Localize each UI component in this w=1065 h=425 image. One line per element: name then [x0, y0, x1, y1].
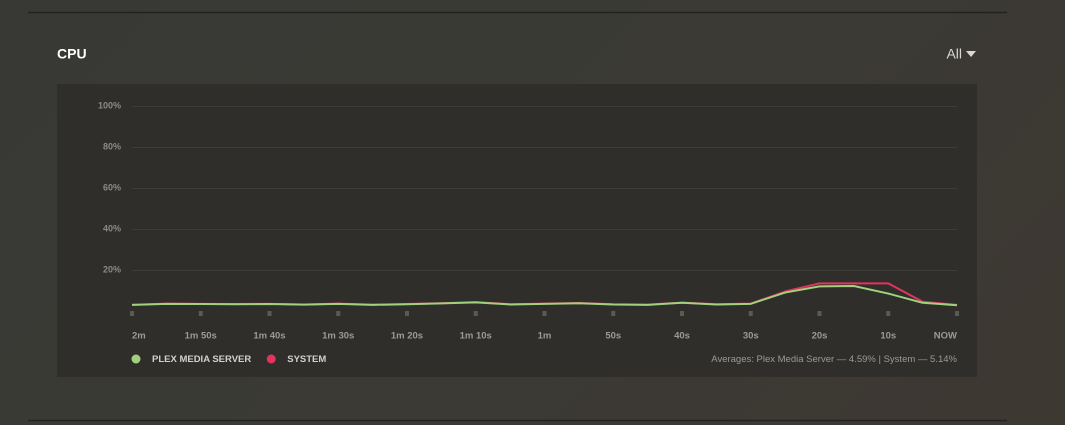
x-tick-label: 1m	[538, 331, 552, 342]
x-tick-mark	[198, 311, 203, 316]
legend-swatch	[131, 354, 141, 364]
x-tick-mark	[817, 311, 822, 316]
dropdown-label[interactable]: All	[946, 46, 962, 62]
section-title: CPU	[57, 46, 87, 62]
x-tick-mark	[336, 311, 341, 316]
x-tick-mark	[955, 311, 959, 316]
series-line	[131, 284, 958, 307]
x-tick-label: 20s	[812, 331, 828, 342]
x-tick-mark	[886, 311, 891, 316]
averages: Averages: Plex Media Server — 4.59% | Sy…	[711, 354, 957, 365]
x-tick-mark	[542, 311, 547, 316]
x-tick-label: 1m 20s	[391, 331, 423, 342]
x-tick-label: NOW	[934, 331, 957, 342]
y-tick-label: 100%	[98, 100, 121, 110]
x-tick-label: 2m	[132, 331, 146, 342]
legend-label: SYSTEM	[287, 354, 326, 365]
x-tick-mark	[405, 311, 409, 316]
x-tick-mark	[680, 311, 684, 316]
x-tick-mark	[267, 311, 272, 316]
filter-dropdown[interactable]: All	[946, 46, 976, 62]
x-tick-label: 1m 50s	[185, 331, 217, 342]
y-tick-label: 60%	[103, 182, 121, 192]
x-tick-label: 50s	[605, 331, 621, 342]
x-tick-label: 40s	[674, 331, 690, 342]
legend-swatch	[266, 354, 276, 364]
y-tick-label: 80%	[103, 141, 121, 151]
y-tick-label: 40%	[103, 223, 121, 233]
x-tick-label: 1m 10s	[460, 331, 492, 342]
x-tick-label: 1m 40s	[253, 331, 285, 342]
y-tick-label: 20%	[103, 264, 121, 274]
x-tick-mark	[473, 311, 478, 316]
x-tick-label: 1m 30s	[322, 331, 354, 342]
legend-label: PLEX MEDIA SERVER	[152, 354, 251, 365]
x-tick-mark	[130, 311, 134, 316]
dropdown-caret[interactable]	[966, 51, 976, 57]
x-tick-mark	[611, 311, 616, 316]
chart-panel	[57, 84, 977, 377]
x-tick-label: 10s	[880, 331, 896, 342]
x-tick-label: 30s	[743, 331, 759, 342]
x-tick-mark	[748, 311, 753, 316]
